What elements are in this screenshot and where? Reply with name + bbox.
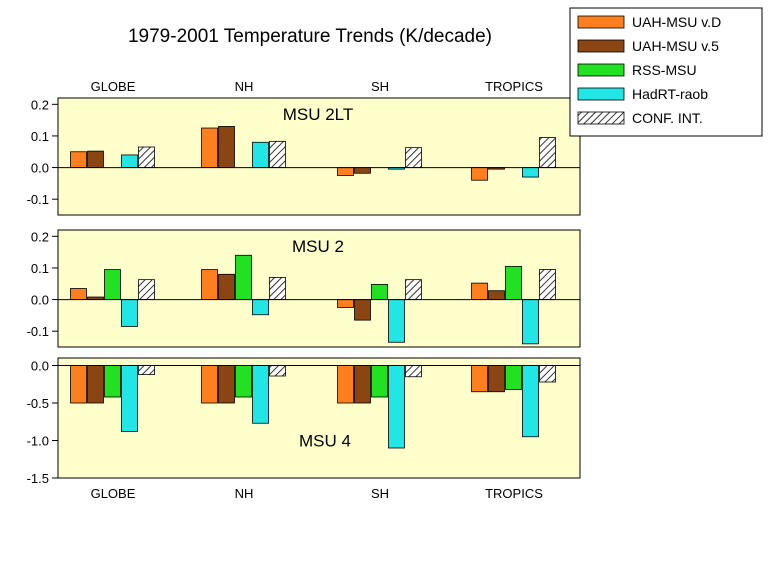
bar bbox=[252, 299, 269, 316]
legend-items: UAH-MSU v.D UAH-MSU v.5 RSS-MSU HadRT-raob C… bbox=[577, 14, 721, 126]
panel-1: 0.2 0.1 0.0 -0.1 MSU 2 bbox=[27, 229, 581, 348]
bar bbox=[218, 365, 235, 404]
bar bbox=[371, 283, 388, 300]
legend-swatch bbox=[577, 87, 625, 101]
top-category-label-sh: SH bbox=[371, 79, 389, 94]
bar bbox=[505, 365, 522, 390]
panel-label: MSU 4 bbox=[299, 432, 351, 451]
legend: UAH-MSU v.D UAH-MSU v.5 RSS-MSU HadRT-raob C… bbox=[569, 7, 763, 137]
bar bbox=[488, 365, 505, 393]
bar bbox=[405, 279, 422, 300]
bar bbox=[337, 365, 354, 404]
bar bbox=[405, 365, 422, 378]
bar bbox=[539, 137, 556, 168]
bar bbox=[388, 299, 405, 343]
bar bbox=[252, 365, 269, 424]
bar bbox=[121, 154, 138, 168]
top-category-label-nh: NH bbox=[235, 79, 254, 94]
chart-title: 1979-2001 Temperature Trends (K/decade) bbox=[128, 26, 492, 47]
bar bbox=[269, 365, 286, 377]
panel-0: 0.2 0.1 0.0 -0.1 MSU 2LT bbox=[27, 97, 581, 216]
y-tick-label: 0.1 bbox=[31, 261, 49, 276]
bar bbox=[104, 269, 121, 300]
bottom-category-label-tropics: TROPICS bbox=[485, 486, 543, 501]
top-category-label-globe: GLOBE bbox=[91, 79, 136, 94]
panel-label: MSU 2 bbox=[292, 237, 344, 256]
y-tick-label: 0.0 bbox=[31, 359, 49, 374]
bar bbox=[522, 365, 539, 438]
bar bbox=[138, 365, 155, 375]
bar bbox=[337, 167, 354, 176]
top-category-label-tropics: TROPICS bbox=[485, 79, 543, 94]
panel-label: MSU 2LT bbox=[283, 105, 354, 124]
bar bbox=[121, 299, 138, 327]
bar bbox=[405, 147, 422, 168]
legend-swatch bbox=[577, 39, 625, 53]
bar bbox=[104, 365, 121, 398]
bar bbox=[539, 365, 556, 383]
y-tick-label: -0.5 bbox=[27, 396, 49, 411]
bar bbox=[371, 365, 388, 398]
y-tick-label: 0.2 bbox=[31, 229, 49, 244]
bar bbox=[522, 167, 539, 178]
bar bbox=[269, 140, 286, 168]
y-tick-label: -1.5 bbox=[27, 471, 49, 486]
bar bbox=[201, 365, 218, 404]
y-tick-label: 0.1 bbox=[31, 129, 49, 144]
bar bbox=[121, 365, 138, 432]
bar bbox=[354, 299, 371, 321]
y-tick-label: -0.1 bbox=[27, 324, 49, 339]
bar bbox=[138, 279, 155, 300]
y-tick-label: 0.2 bbox=[31, 97, 49, 112]
bar bbox=[388, 365, 405, 449]
bar bbox=[505, 265, 522, 300]
bottom-category-label-nh: NH bbox=[235, 486, 254, 501]
bar bbox=[87, 150, 104, 168]
bar bbox=[218, 273, 235, 300]
bar bbox=[252, 141, 269, 168]
bar bbox=[337, 299, 354, 308]
bar bbox=[201, 127, 218, 168]
legend-label: HadRT-raob bbox=[632, 86, 708, 102]
bar bbox=[87, 365, 104, 404]
bar bbox=[471, 167, 488, 181]
bar bbox=[138, 146, 155, 168]
legend-label: RSS-MSU bbox=[632, 62, 697, 78]
bar bbox=[70, 365, 87, 404]
bottom-category-label-globe: GLOBE bbox=[91, 486, 136, 501]
bottom-category-label-sh: SH bbox=[371, 486, 389, 501]
bar bbox=[354, 167, 371, 174]
bar bbox=[488, 290, 505, 300]
bar bbox=[522, 299, 539, 345]
bar bbox=[539, 269, 556, 300]
bar bbox=[70, 288, 87, 300]
y-tick-label: -0.1 bbox=[27, 192, 49, 207]
legend-swatch bbox=[577, 15, 625, 29]
y-tick-label: 0.0 bbox=[31, 293, 49, 308]
bar bbox=[269, 277, 286, 300]
legend-swatch bbox=[577, 111, 625, 125]
bar bbox=[471, 282, 488, 300]
bar bbox=[201, 269, 218, 300]
bar bbox=[235, 365, 252, 398]
panel-2: 0.0 -0.5 -1.0 -1.5 MSU 4 bbox=[27, 357, 581, 486]
bar bbox=[235, 254, 252, 300]
legend-label: UAH-MSU v.D bbox=[632, 14, 721, 30]
bar bbox=[70, 151, 87, 168]
bar bbox=[471, 365, 488, 393]
legend-label: UAH-MSU v.5 bbox=[632, 38, 719, 54]
bar bbox=[218, 126, 235, 168]
y-tick-label: -1.0 bbox=[27, 434, 49, 449]
legend-swatch bbox=[577, 63, 625, 77]
y-tick-label: 0.0 bbox=[31, 161, 49, 176]
legend-label: CONF. INT. bbox=[632, 110, 703, 126]
bar bbox=[354, 365, 371, 404]
